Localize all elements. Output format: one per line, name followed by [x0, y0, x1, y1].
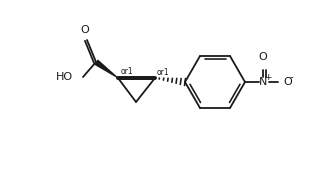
Text: O: O	[283, 77, 292, 87]
Text: N: N	[259, 77, 267, 87]
Text: O: O	[259, 52, 267, 62]
Text: or1: or1	[157, 68, 170, 77]
Text: O: O	[80, 25, 89, 35]
Text: or1: or1	[121, 67, 134, 76]
Text: +: +	[264, 72, 272, 81]
Text: -: -	[289, 72, 293, 82]
Text: HO: HO	[56, 72, 73, 82]
Polygon shape	[94, 59, 118, 78]
